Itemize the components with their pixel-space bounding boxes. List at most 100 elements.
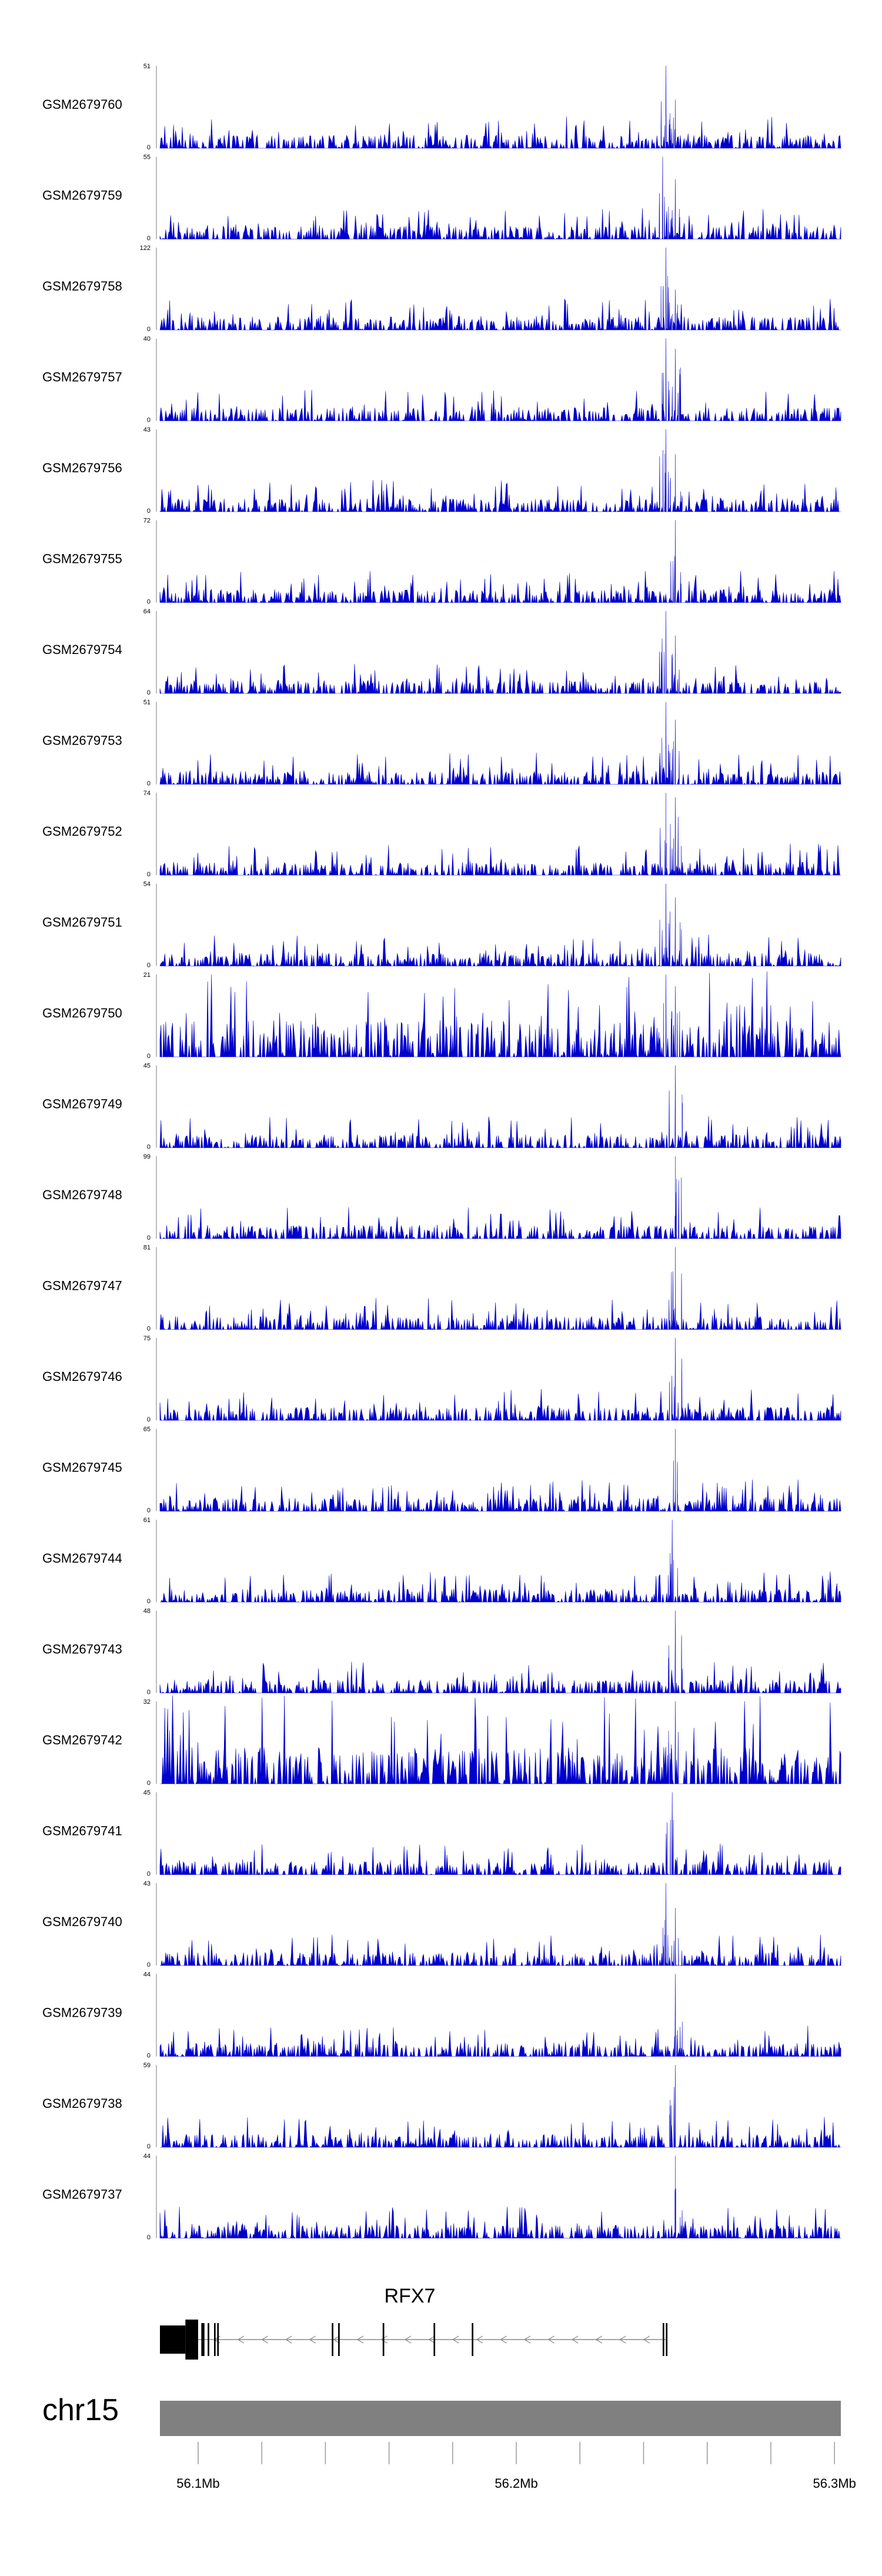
track-GSM2679741: GSM2679741 45 0 [42, 1790, 841, 1878]
signal-area [159, 1247, 841, 1330]
track-ymax-label: 75 [143, 1335, 151, 1342]
track-ymin-label: 0 [147, 871, 151, 878]
track-ymin-label: 0 [147, 2143, 151, 2150]
track-GSM2679751: GSM2679751 54 0 [42, 881, 841, 969]
track-ymin-label: 0 [147, 1780, 151, 1787]
gene-exon [201, 2323, 205, 2356]
track-GSM2679749: GSM2679749 45 0 [42, 1063, 841, 1151]
track-label: GSM2679744 [42, 1551, 122, 1566]
track-ymax-label: 32 [143, 1699, 151, 1706]
track-ymin-label: 0 [147, 1053, 151, 1060]
chromosome-ideogram: chr15 [42, 2393, 841, 2436]
track-GSM2679745: GSM2679745 65 0 [42, 1426, 841, 1514]
track-GSM2679759: GSM2679759 55 0 [42, 154, 841, 242]
track-GSM2679742: GSM2679742 32 0 [42, 1695, 841, 1787]
track-ymax-label: 43 [143, 1880, 151, 1887]
chromosome-label: chr15 [42, 2393, 119, 2427]
gene-exon [217, 2323, 219, 2356]
track-label: GSM2679759 [42, 188, 122, 203]
track-GSM2679753: GSM2679753 51 0 [42, 699, 841, 788]
track-label: GSM2679755 [42, 552, 122, 566]
gene-exon [662, 2323, 664, 2356]
signal-area [159, 1337, 841, 1422]
strand-arrow [428, 2335, 435, 2344]
strand-arrow [261, 2335, 268, 2344]
track-ymin-label: 0 [147, 2053, 151, 2060]
track-ymax-label: 51 [143, 63, 151, 70]
track-ymin-label: 0 [147, 417, 151, 424]
track-GSM2679757: GSM2679757 40 0 [42, 336, 841, 424]
track-GSM2679754: GSM2679754 64 0 [42, 608, 841, 696]
strand-arrow [237, 2335, 245, 2344]
track-label: GSM2679756 [42, 461, 122, 475]
track-label: GSM2679754 [42, 642, 122, 657]
track-ymin-label: 0 [147, 1961, 151, 1968]
track-GSM2679748: GSM2679748 99 0 [42, 1153, 841, 1242]
strand-arrow [333, 2335, 340, 2344]
track-ymin-label: 0 [147, 326, 151, 333]
track-GSM2679758: GSM2679758 122 0 [42, 245, 841, 333]
signal-area [159, 610, 841, 695]
gene-exon [382, 2323, 385, 2356]
gene-track: RFX7 [160, 2285, 668, 2360]
track-ymin-label: 0 [147, 962, 151, 969]
track-label: GSM2679743 [42, 1642, 122, 1657]
signal-area [159, 520, 841, 603]
track-ymin-label: 0 [147, 1507, 151, 1514]
track-ymin-label: 0 [147, 508, 151, 515]
gene-exon [433, 2323, 436, 2356]
strand-arrow [547, 2335, 554, 2344]
track-ymin-label: 0 [147, 1598, 151, 1605]
track-GSM2679750: GSM2679750 21 0 [42, 971, 841, 1060]
gene-exon [185, 2320, 198, 2360]
strand-arrow [643, 2335, 650, 2344]
track-ymax-label: 45 [143, 1063, 151, 1070]
track-ymax-label: 54 [143, 881, 151, 888]
gene-exon [213, 2323, 216, 2356]
track-GSM2679739: GSM2679739 44 0 [42, 1971, 841, 2060]
track-label: GSM2679745 [42, 1460, 122, 1475]
track-ymax-label: 81 [143, 1244, 151, 1252]
track-label: GSM2679758 [42, 279, 122, 293]
signal-area [159, 1610, 841, 1694]
signal-area [159, 429, 841, 513]
strand-arrow [523, 2335, 531, 2344]
track-ymax-label: 44 [143, 2153, 151, 2160]
track-label: GSM2679742 [42, 1733, 122, 1747]
signal-tracks: GSM2679760 51 0 GSM2679759 55 0 GSM2679758 122 0… [42, 63, 841, 2241]
signal-area [159, 1065, 841, 1149]
signal-area [159, 883, 841, 967]
track-ymin-label: 0 [147, 2234, 151, 2241]
gene-exon [332, 2323, 333, 2356]
track-ymax-label: 59 [143, 2062, 151, 2069]
gene-exon [208, 2323, 209, 2356]
gene-exon [338, 2323, 340, 2356]
track-label: GSM2679740 [42, 1914, 122, 1929]
signal-area [159, 2155, 841, 2239]
genomic-axis: 56.1Mb 56.2Mb 56.3Mb [176, 2442, 856, 2491]
track-GSM2679760: GSM2679760 51 0 [42, 63, 841, 151]
signal-area [159, 247, 841, 331]
strand-arrow [476, 2335, 483, 2344]
chromosome-bar [160, 2401, 841, 2436]
track-label: GSM2679751 [42, 915, 122, 930]
track-label: GSM2679738 [42, 2096, 122, 2111]
track-ymin-label: 0 [147, 689, 151, 696]
track-label: GSM2679737 [42, 2187, 122, 2202]
track-label: GSM2679739 [42, 2006, 122, 2020]
track-GSM2679740: GSM2679740 43 0 [42, 1880, 841, 1968]
signal-area [159, 1156, 841, 1240]
track-ymax-label: 72 [143, 518, 151, 525]
track-ymax-label: 48 [143, 1608, 151, 1615]
strand-arrow [452, 2335, 459, 2344]
strand-arrow [380, 2335, 387, 2344]
track-GSM2679737: GSM2679737 44 0 [42, 2153, 841, 2241]
track-label: GSM2679752 [42, 824, 122, 839]
track-ymax-label: 44 [143, 1971, 151, 1978]
track-label: GSM2679747 [42, 1279, 122, 1293]
track-ymin-label: 0 [147, 1689, 151, 1696]
track-GSM2679743: GSM2679743 48 0 [42, 1608, 841, 1696]
track-ymax-label: 65 [143, 1426, 151, 1433]
track-ymax-label: 40 [143, 336, 151, 343]
track-label: GSM2679749 [42, 1097, 122, 1112]
